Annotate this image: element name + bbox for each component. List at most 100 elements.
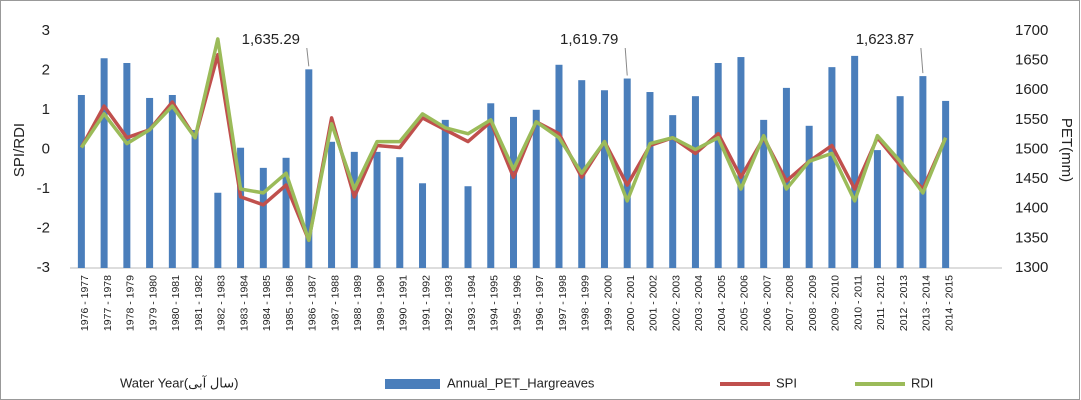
legend-label: SPI	[776, 375, 797, 390]
x-tick-label: 2010 - 2011	[852, 275, 864, 330]
x-tick-label: 2001 - 2002	[648, 275, 660, 331]
x-axis-title: Water Year(سال آبی)	[120, 374, 239, 390]
y2-tick-label: 1450	[1015, 170, 1048, 187]
bar	[123, 62, 131, 269]
bar	[191, 129, 199, 268]
line	[79, 37, 948, 243]
x-tick-label: 2002 - 2003	[670, 275, 682, 331]
x-tick-label: 1978 - 1979	[125, 275, 137, 331]
x-tick-label: 1979 - 1980	[147, 275, 159, 331]
y2-tick-label: 1700	[1015, 22, 1048, 39]
bar	[77, 94, 85, 269]
bar	[851, 55, 859, 269]
x-tick-label: 1992 - 1993	[443, 275, 455, 331]
x-tick-label: 2004 - 2005	[716, 275, 728, 331]
x-tick-label: 1976 - 1977	[79, 275, 91, 331]
x-tick-label: 2000 - 2001	[625, 275, 637, 331]
x-tick-label: 1990 - 1991	[398, 275, 410, 331]
bar	[896, 96, 904, 268]
bar	[487, 103, 495, 268]
legend-swatch	[385, 379, 440, 389]
x-tick-label: 1994 - 1995	[489, 275, 501, 331]
bar	[305, 69, 313, 269]
bar	[714, 62, 722, 269]
annotation-leader	[920, 47, 924, 74]
x-tick-label: 1986 - 1987	[307, 275, 319, 331]
bar	[600, 90, 608, 268]
x-tick-label: 2008 - 2009	[807, 275, 819, 331]
bar	[282, 157, 290, 268]
bar	[146, 97, 154, 268]
legend-label: Annual_PET_Hargreaves	[447, 375, 595, 390]
x-tick-label: 1985 - 1986	[284, 275, 296, 331]
bar	[873, 150, 881, 268]
y-tick-label: -2	[37, 219, 50, 236]
annotation-leader	[624, 47, 628, 76]
y2-tick-label: 1300	[1015, 259, 1048, 276]
x-tick-label: 1987 - 1988	[329, 275, 341, 331]
bar	[259, 167, 267, 268]
x-tick-label: 1981 - 1982	[193, 275, 205, 331]
x-tick-label: 1989 - 1990	[375, 275, 387, 331]
x-tick-label: 1995 - 1996	[511, 275, 523, 331]
y2-tick-label: 1600	[1015, 81, 1048, 98]
y2-tick-label: 1650	[1015, 52, 1048, 69]
y2-tick-label: 1550	[1015, 111, 1048, 128]
x-tick-label: 1980 - 1981	[170, 275, 182, 331]
y2-tick-label: 1400	[1015, 200, 1048, 217]
legend-label: RDI	[911, 375, 933, 390]
x-tick-label: 1988 - 1989	[352, 275, 364, 331]
x-tick-label: 2013 - 2014	[921, 275, 933, 331]
x-tick-label: 2012 - 2013	[898, 275, 910, 331]
x-tick-label: 2011 - 2012	[875, 275, 887, 330]
y-axis-title: SPI/RDI	[11, 123, 28, 177]
bar	[441, 119, 449, 268]
y2-axis-title: PET(mm)	[1058, 118, 1075, 182]
bar	[237, 147, 245, 268]
bar	[419, 183, 427, 268]
bar	[555, 64, 563, 269]
bar	[646, 92, 654, 268]
bar	[760, 119, 768, 268]
y-tick-label: 3	[42, 22, 50, 39]
annotation-leader	[306, 47, 310, 67]
y2-tick-label: 1350	[1015, 229, 1048, 246]
y-tick-label: 1	[42, 101, 50, 118]
x-tick-label: 2009 - 2010	[830, 275, 842, 331]
bar	[214, 192, 222, 268]
bar	[691, 96, 699, 268]
y-tick-label: -3	[37, 259, 50, 276]
y-tick-label: 2	[42, 61, 50, 78]
data-label: 1,619.79	[560, 31, 618, 48]
x-tick-label: 2007 - 2008	[784, 275, 796, 331]
bar	[168, 94, 176, 269]
y2-tick-label: 1500	[1015, 140, 1048, 157]
bar	[623, 78, 631, 269]
x-tick-label: 1982 - 1983	[216, 275, 228, 331]
data-label: 1,635.29	[242, 31, 300, 48]
bar	[532, 109, 540, 269]
x-tick-label: 1999 - 2000	[602, 275, 614, 331]
x-tick-label: 1996 - 1997	[534, 275, 546, 331]
x-tick-label: 1984 - 1985	[261, 275, 273, 331]
x-tick-label: 2005 - 2006	[739, 275, 751, 331]
y-tick-label: -1	[37, 180, 50, 197]
x-tick-label: 1983 - 1984	[238, 275, 250, 331]
bar	[464, 186, 472, 268]
x-tick-label: 1991 - 1992	[420, 275, 432, 331]
data-label: 1,623.87	[856, 31, 914, 48]
bar	[328, 141, 336, 268]
bar	[828, 67, 836, 268]
bar	[396, 157, 404, 268]
x-tick-label: 1977 - 1978	[102, 275, 114, 331]
bar	[100, 58, 108, 268]
bar	[942, 100, 950, 268]
bar	[510, 116, 517, 268]
bar	[805, 125, 813, 268]
x-tick-label: 2006 - 2007	[761, 275, 773, 331]
bar	[919, 76, 927, 268]
bar	[669, 115, 677, 268]
x-tick-label: 1998 - 1999	[580, 275, 592, 331]
